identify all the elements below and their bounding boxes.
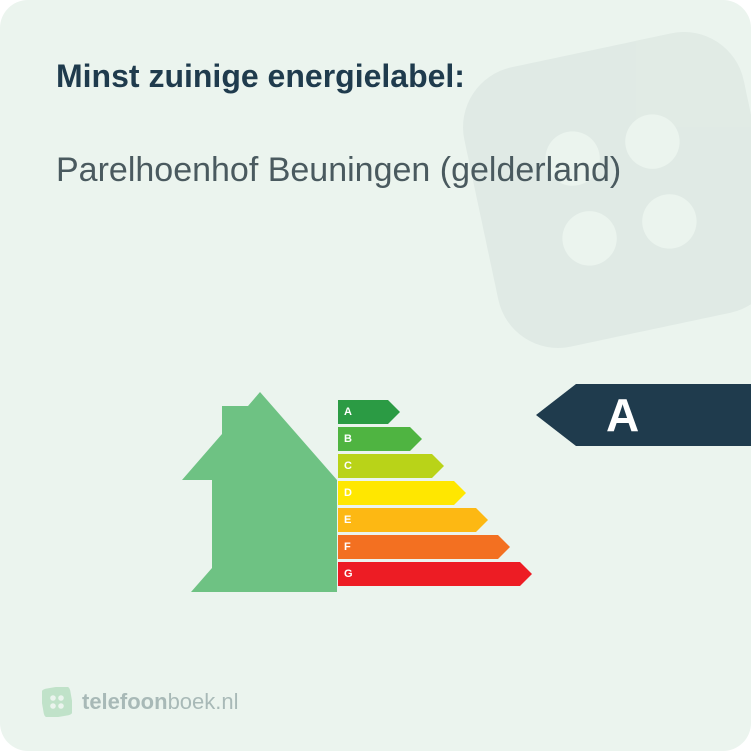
house-icon [182,392,337,592]
brand-bold: telefoon [82,689,168,714]
brand-icon [42,687,72,717]
energy-bar-label: G [344,562,353,586]
energy-bar-label: F [344,535,351,559]
energy-bar-label: D [344,481,352,505]
energy-bar-label: B [344,427,352,451]
card-subtitle: Parelhoenhof Beuningen (gelderland) [56,149,695,192]
rating-letter: A [606,389,639,441]
footer-brand: telefoonboek.nl [42,687,239,717]
rating-indicator: A [536,384,751,446]
energy-bar-label: C [344,454,352,478]
energy-chart: ABCDEFG A [0,372,751,622]
brand-rest: boek.nl [168,689,239,714]
energy-label-card: Minst zuinige energielabel: Parelhoenhof… [0,0,751,751]
energy-bar-label: E [344,508,351,532]
content: Minst zuinige energielabel: Parelhoenhof… [0,0,751,192]
card-title: Minst zuinige energielabel: [56,58,695,95]
energy-bar-label: A [344,400,352,424]
brand-text: telefoonboek.nl [82,689,239,715]
